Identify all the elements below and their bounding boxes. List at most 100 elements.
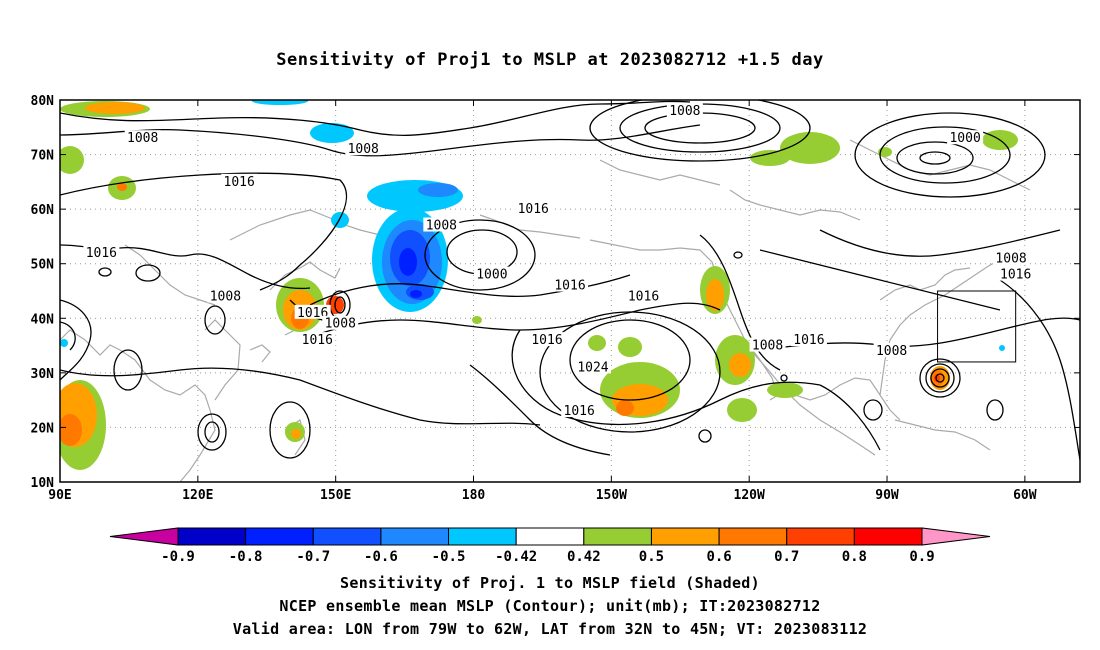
y-tick-label: 30N (31, 367, 55, 382)
contour-label-bg (423, 217, 460, 232)
contour-label: 1016 (531, 333, 562, 348)
map-title: Sensitivity of Proj1 to MSLP at 20230827… (276, 50, 824, 70)
contour-label: 1016 (1000, 268, 1031, 283)
contour-label-bg (345, 141, 382, 156)
x-tick-label: 120E (182, 488, 213, 503)
contour-label: 1000 (949, 131, 980, 146)
contour-label: 1008 (325, 317, 356, 332)
colorbar-label: -0.5 (432, 549, 466, 565)
y-tick-label: 60N (31, 203, 55, 218)
x-axis: 90E 120E 150E 180 150W 120W 90W 60W (48, 100, 1037, 503)
colorbar-swatch (515, 527, 585, 546)
caption-valid-area: Valid area: LON from 79W to 62W, LAT fro… (232, 620, 868, 638)
contour-label-bg (993, 250, 1030, 265)
contour-label: 1008 (210, 289, 241, 304)
contour-label-bg (574, 359, 611, 374)
mslp-contours (60, 100, 1080, 461)
colorbar-label: 0.7 (774, 549, 799, 565)
contour-label-bg (322, 315, 359, 330)
contour-label: 1016 (86, 246, 117, 261)
contour-label-bg (997, 266, 1034, 281)
contour-label-bg (666, 102, 703, 117)
y-tick-label: 50N (31, 258, 55, 273)
x-tick-label: 90E (48, 488, 71, 503)
contour-label-bg (790, 332, 827, 347)
contour-label: 1008 (669, 104, 700, 119)
colorbar-swatch (448, 527, 517, 546)
contour-label-bg (749, 337, 786, 352)
colorbar-swatch (380, 527, 450, 546)
colorbar-swatch (853, 527, 923, 546)
colorbar-swatch (650, 527, 720, 546)
contour-label: 1016 (564, 404, 595, 419)
y-axis: 10N 20N 30N 40N 50N 60N 70N 80N (31, 94, 1080, 491)
caption-shading: Sensitivity of Proj. 1 to MSLP field (Sh… (340, 574, 760, 592)
contour-label-bg (207, 288, 244, 303)
x-tick-label: 90W (875, 488, 899, 503)
y-tick-label: 20N (31, 421, 55, 436)
y-tick-label: 80N (31, 94, 55, 109)
contour-label-bg (561, 403, 598, 418)
sensitivity-shading (60, 100, 1018, 470)
contour-label-bg (947, 130, 984, 145)
colorbar-swatch (786, 527, 855, 546)
contour-label-bg (515, 201, 552, 216)
contour-label: 1016 (518, 202, 549, 217)
contour-label-bg (124, 130, 161, 145)
contour-label-bg (299, 332, 336, 347)
valid-area-box (937, 290, 1017, 363)
colorbar: -0.9 -0.8 -0.7 -0.6 -0.5 -0.42 0.42 0.5 0.6 0.7 0.… (109, 527, 991, 565)
colorbar-swatch (312, 527, 382, 546)
colorbar-label: 0.42 (567, 549, 601, 565)
colorbar-label: -0.6 (364, 549, 398, 565)
y-tick-label: 70N (31, 149, 55, 164)
colorbar-label: 0.8 (842, 549, 867, 565)
contour-label-bg (83, 244, 120, 259)
x-tick-label: 150E (320, 488, 351, 503)
y-tick-label: 10N (31, 476, 55, 491)
x-tick-label: 120W (734, 488, 765, 503)
contour-label: 1008 (876, 344, 907, 359)
colorbar-label: 0.9 (909, 549, 934, 565)
contour-label: 1016 (793, 333, 824, 348)
contour-label-bg (473, 266, 510, 281)
colorbar-label: -0.8 (229, 549, 263, 565)
colorbar-label: -0.9 (161, 549, 195, 565)
contour-label-bg (873, 343, 910, 358)
contour-label: 1016 (302, 333, 333, 348)
contour-label: 1016 (297, 306, 328, 321)
contour-label: 1008 (752, 339, 783, 354)
x-tick-label: 60W (1013, 488, 1037, 503)
x-tick-label: 180 (462, 488, 486, 503)
contour-label: 1024 (577, 360, 608, 375)
contour-label-bg (294, 304, 331, 319)
contour-label-bg (625, 288, 662, 303)
y-tick-label: 40N (31, 312, 55, 327)
colorbar-label: 0.6 (706, 549, 731, 565)
contour-label-bg (529, 332, 566, 347)
colorbar-label: -0.7 (296, 549, 330, 565)
colorbar-swatch (718, 527, 788, 546)
contour-label: 1016 (224, 175, 255, 190)
contour-label: 1008 (348, 142, 379, 157)
contour-label-bg (221, 173, 258, 188)
contour-label-bg (552, 277, 588, 292)
contour-label: 1008 (127, 131, 158, 146)
colorbar-max-triangle (921, 527, 991, 546)
contour-label: 1008 (995, 251, 1026, 266)
colorbar-label: -0.42 (495, 549, 537, 565)
colorbar-swatch (245, 527, 314, 546)
plot-frame (59, 99, 1081, 483)
x-tick-label: 150W (596, 488, 627, 503)
caption-contour: NCEP ensemble mean MSLP (Contour); unit(… (279, 597, 821, 615)
contour-label: 1016 (628, 289, 659, 304)
colorbar-swatch (177, 527, 247, 546)
colorbar-swatch (583, 527, 652, 546)
colorbar-label: 0.5 (639, 549, 664, 565)
contour-label: 1008 (426, 219, 457, 234)
contour-label: 1000 (476, 268, 507, 283)
contour-label: 1016 (554, 279, 585, 294)
colorbar-min-triangle (109, 527, 179, 546)
